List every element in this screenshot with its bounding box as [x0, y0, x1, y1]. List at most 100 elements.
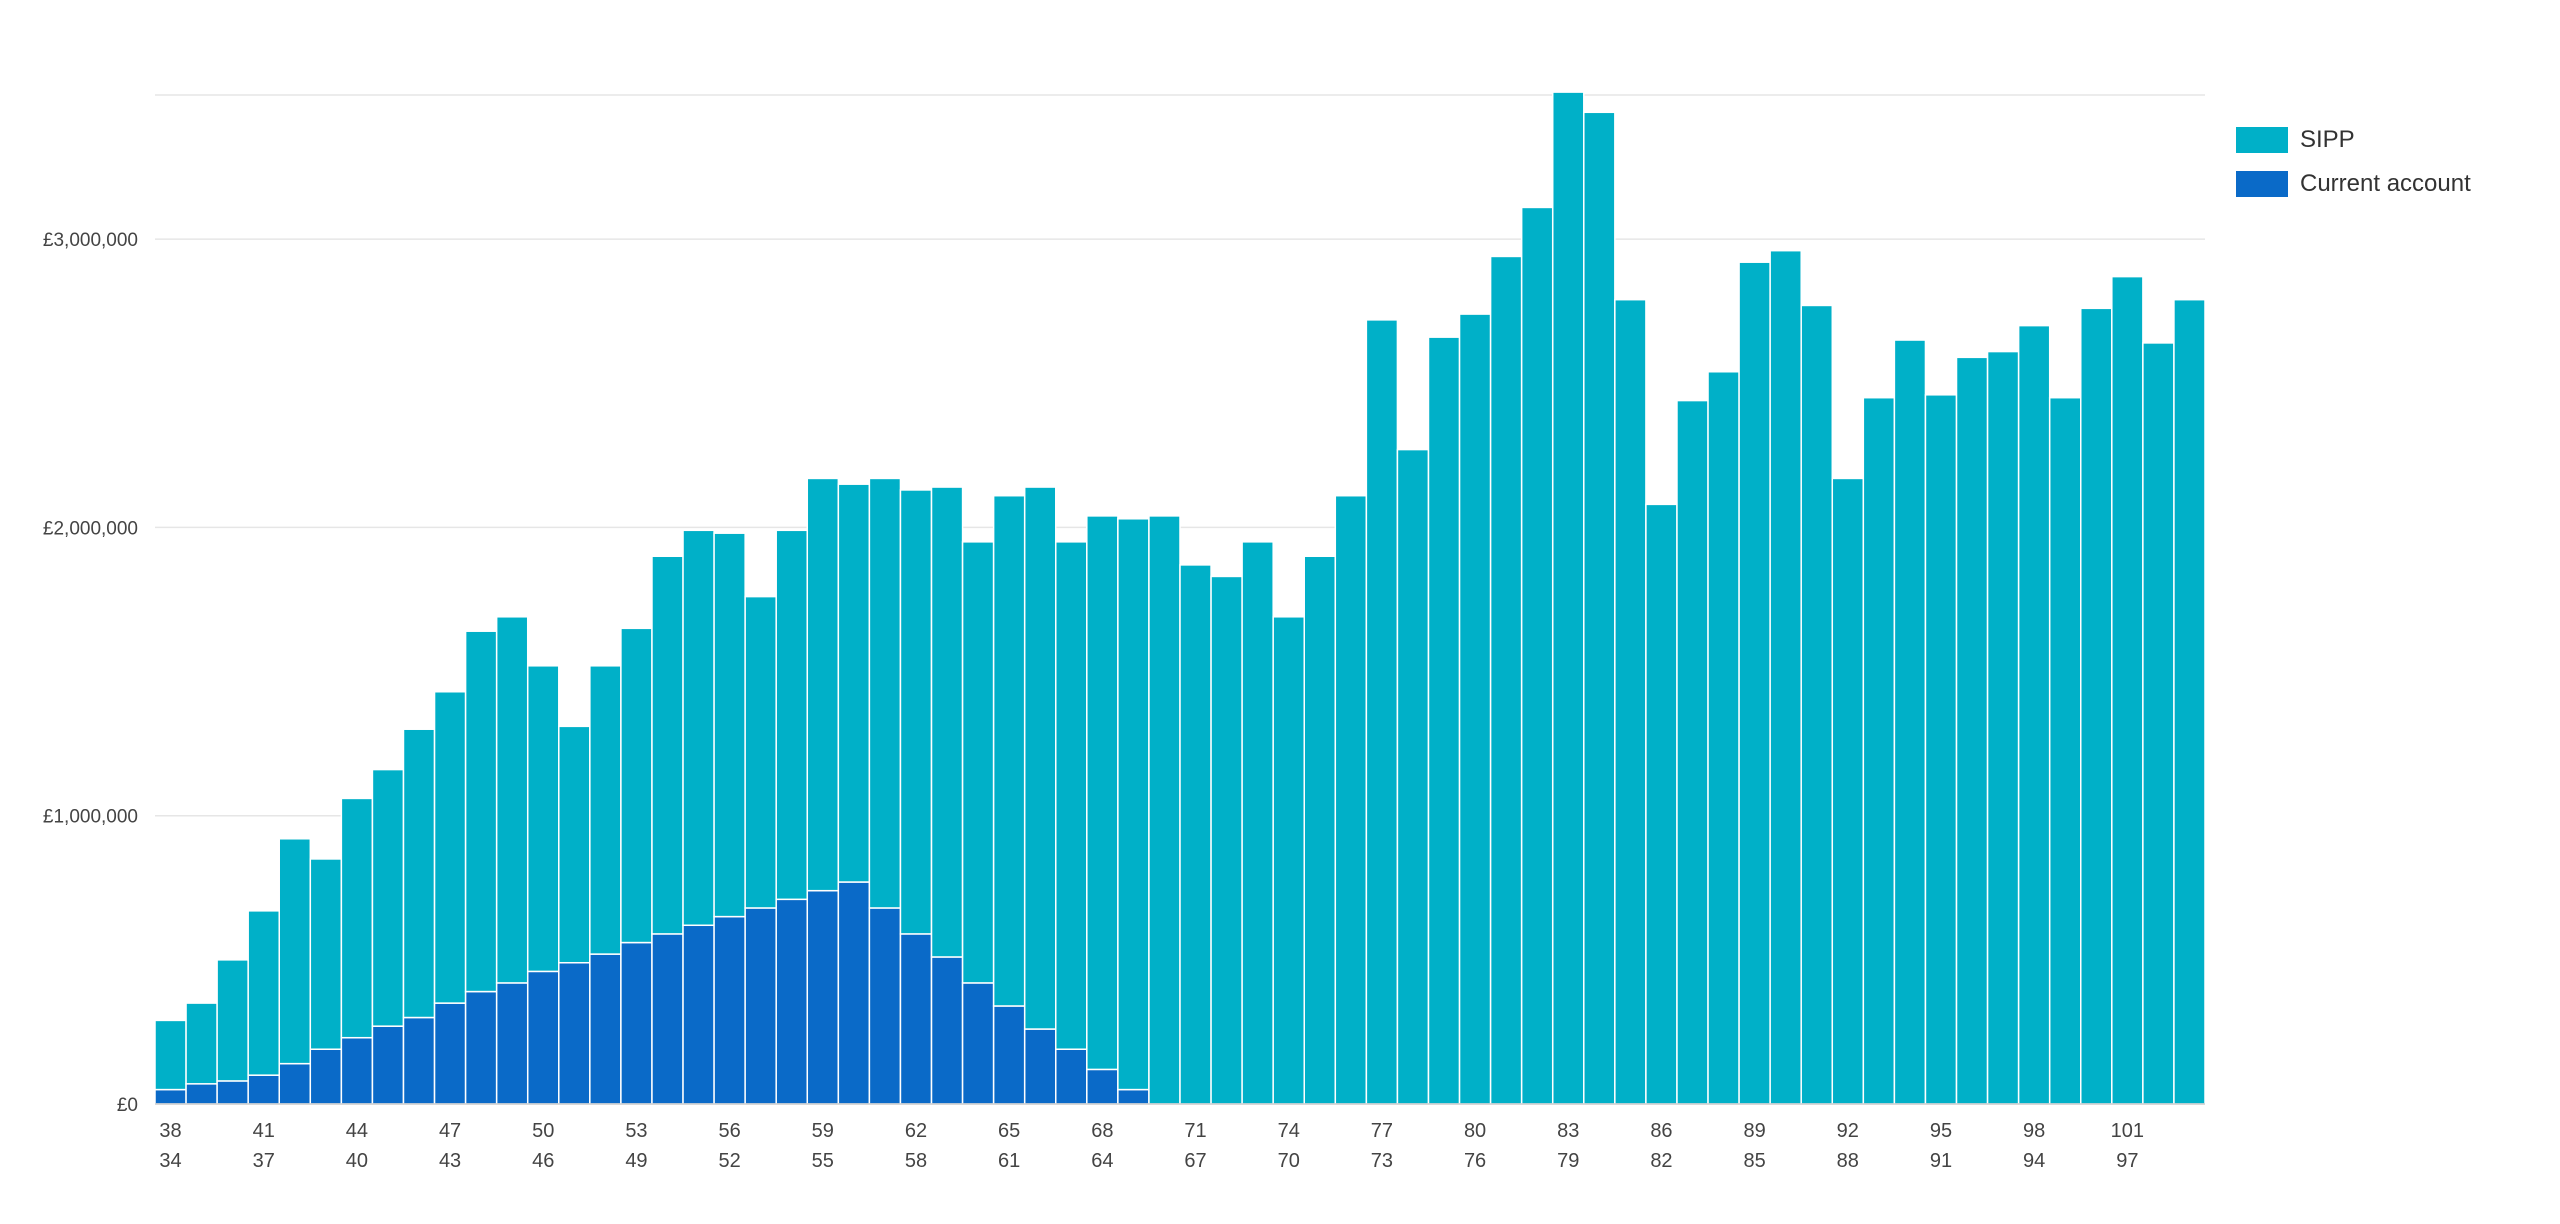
bar-current-account[interactable]	[930, 956, 964, 1105]
bar-current-account[interactable]	[1117, 1088, 1150, 1105]
bar-current-account[interactable]	[464, 990, 498, 1105]
bar-current-account[interactable]	[185, 1083, 218, 1105]
bar-current-account[interactable]	[340, 1036, 374, 1105]
bar-sipp[interactable]	[1427, 336, 1461, 1105]
bar-sipp[interactable]	[868, 477, 902, 909]
bar-sipp[interactable]	[558, 725, 591, 964]
bar-current-account[interactable]	[620, 941, 653, 1105]
bar-sipp[interactable]	[247, 910, 280, 1076]
bar-sipp[interactable]	[1179, 564, 1212, 1105]
bar-current-account[interactable]	[682, 924, 715, 1105]
bar-sipp[interactable]	[433, 691, 467, 1004]
bar-sipp[interactable]	[185, 1002, 218, 1085]
bar-current-account[interactable]	[837, 881, 871, 1105]
bar-current-account[interactable]	[651, 933, 684, 1105]
bar-current-account[interactable]	[1055, 1048, 1088, 1105]
legend-item-current-account[interactable]: Current account	[2236, 162, 2471, 206]
bar-sipp[interactable]	[713, 532, 746, 918]
bar-sipp[interactable]	[495, 616, 529, 984]
bar-sipp[interactable]	[1862, 396, 1896, 1105]
bar-sipp[interactable]	[1023, 486, 1057, 1030]
bar-sipp[interactable]	[1893, 339, 1927, 1105]
bar-sipp[interactable]	[961, 541, 995, 984]
bar-sipp[interactable]	[278, 838, 312, 1065]
bar-sipp[interactable]	[899, 489, 933, 935]
bar-sipp[interactable]	[2080, 307, 2113, 1105]
bar-current-account[interactable]	[558, 961, 591, 1105]
bar-current-account[interactable]	[371, 1025, 405, 1105]
bar-sipp[interactable]	[1645, 503, 1678, 1105]
bar-sipp[interactable]	[464, 630, 498, 993]
bar-current-account[interactable]	[1086, 1068, 1119, 1105]
bar-sipp[interactable]	[2173, 298, 2206, 1105]
bar-sipp[interactable]	[2142, 342, 2175, 1105]
bar-sipp[interactable]	[775, 529, 809, 901]
bar-sipp[interactable]	[1303, 555, 1337, 1105]
bar-current-account[interactable]	[309, 1048, 343, 1105]
bar-current-account[interactable]	[526, 970, 560, 1105]
bar-sipp[interactable]	[1489, 255, 1523, 1105]
bar-sipp[interactable]	[526, 665, 560, 973]
bar-sipp[interactable]	[2111, 275, 2144, 1105]
bar-sipp[interactable]	[1769, 249, 1802, 1105]
bar-current-account[interactable]	[775, 898, 809, 1105]
bar-sipp[interactable]	[309, 858, 343, 1050]
bar-current-account[interactable]	[154, 1088, 187, 1105]
bar-current-account[interactable]	[402, 1016, 436, 1105]
bar-sipp[interactable]	[682, 529, 715, 927]
bar-sipp[interactable]	[992, 494, 1026, 1007]
bar-sipp[interactable]	[1458, 313, 1492, 1105]
bar-current-account[interactable]	[744, 907, 777, 1105]
bar-current-account[interactable]	[247, 1074, 280, 1105]
bar-current-account[interactable]	[1023, 1028, 1057, 1105]
bar-sipp[interactable]	[2048, 396, 2082, 1105]
bar-sipp[interactable]	[1831, 477, 1865, 1105]
bar-sipp[interactable]	[1272, 616, 1305, 1105]
bar-sipp[interactable]	[371, 768, 405, 1027]
bar-sipp[interactable]	[806, 477, 840, 892]
bar-sipp[interactable]	[1520, 206, 1554, 1105]
bar-sipp[interactable]	[1086, 515, 1119, 1071]
bar-sipp[interactable]	[1676, 399, 1709, 1105]
bar-sipp[interactable]	[154, 1019, 187, 1091]
bar-sipp[interactable]	[1117, 518, 1150, 1091]
bar-sipp[interactable]	[589, 665, 622, 955]
bar-sipp[interactable]	[1334, 494, 1368, 1105]
bar-sipp[interactable]	[1986, 350, 2020, 1105]
bar-current-account[interactable]	[495, 982, 529, 1105]
bar-sipp[interactable]	[1210, 575, 1243, 1105]
bar-current-account[interactable]	[216, 1080, 249, 1105]
bar-current-account[interactable]	[713, 915, 746, 1105]
bar-sipp[interactable]	[402, 728, 436, 1019]
bar-current-account[interactable]	[433, 1002, 467, 1105]
bar-sipp[interactable]	[340, 797, 374, 1039]
bar-sipp[interactable]	[1800, 304, 1834, 1105]
bar-current-account[interactable]	[961, 982, 995, 1105]
bar-current-account[interactable]	[992, 1005, 1026, 1105]
bar-sipp[interactable]	[1707, 371, 1740, 1105]
bar-sipp[interactable]	[1055, 541, 1088, 1050]
bar-sipp[interactable]	[1738, 261, 1771, 1105]
bar-sipp[interactable]	[1241, 541, 1274, 1105]
bar-sipp[interactable]	[1583, 111, 1616, 1105]
bar-sipp[interactable]	[1551, 91, 1585, 1105]
legend-item-sipp[interactable]: SIPP	[2236, 118, 2471, 162]
bar-sipp[interactable]	[744, 595, 777, 909]
bar-sipp[interactable]	[620, 627, 653, 944]
bar-current-account[interactable]	[589, 953, 622, 1105]
bar-sipp[interactable]	[1924, 394, 1958, 1105]
bar-current-account[interactable]	[899, 933, 933, 1105]
bar-sipp[interactable]	[2017, 324, 2051, 1105]
bar-sipp[interactable]	[1955, 356, 1989, 1105]
bar-current-account[interactable]	[278, 1062, 312, 1105]
bar-sipp[interactable]	[1396, 448, 1430, 1105]
bar-current-account[interactable]	[868, 907, 902, 1105]
bar-sipp[interactable]	[930, 486, 964, 958]
bar-sipp[interactable]	[651, 555, 684, 935]
bar-sipp[interactable]	[216, 959, 249, 1082]
bar-sipp[interactable]	[1365, 319, 1399, 1105]
bar-current-account[interactable]	[806, 889, 840, 1105]
bar-sipp[interactable]	[1148, 515, 1181, 1105]
bar-sipp[interactable]	[1614, 298, 1647, 1105]
bar-sipp[interactable]	[837, 483, 871, 883]
